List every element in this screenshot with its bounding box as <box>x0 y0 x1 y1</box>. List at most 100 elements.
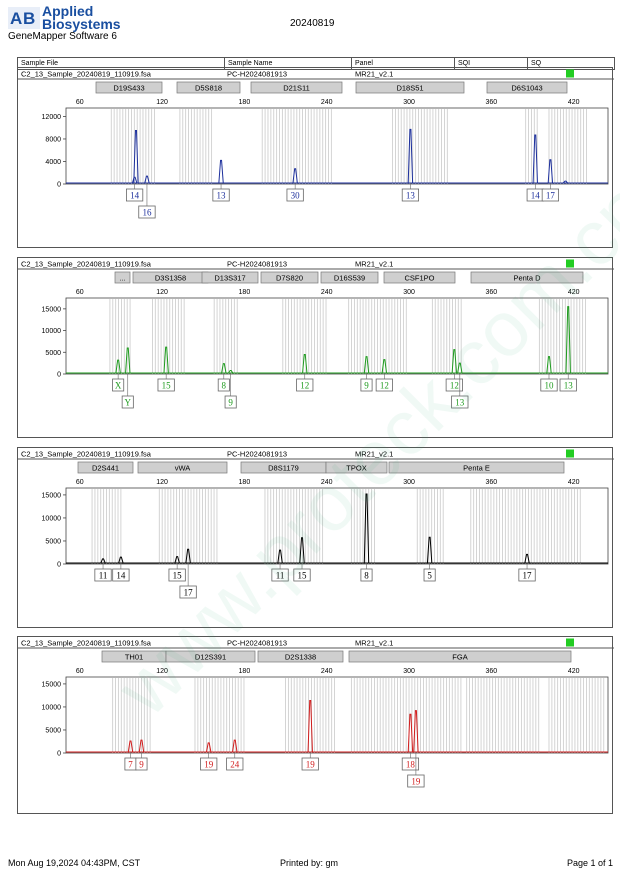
allele-label-box[interactable] <box>286 188 304 202</box>
allele-label[interactable]: 14 <box>116 571 126 581</box>
y-tick-label: 5000 <box>45 538 61 545</box>
allele-label-box[interactable] <box>224 395 237 409</box>
y-tick-label: 15000 <box>42 681 62 688</box>
allele-label-box[interactable] <box>301 757 319 771</box>
sample-name: PC-H2024081913 <box>227 450 287 459</box>
allele-label-box[interactable] <box>540 378 558 392</box>
allele-label-box[interactable] <box>200 757 218 771</box>
allele-label-box[interactable] <box>293 568 311 582</box>
marker-label: D7S820 <box>276 274 303 283</box>
allele-label-box[interactable] <box>423 568 436 582</box>
allele-label[interactable]: 19 <box>204 760 214 770</box>
allele-label[interactable]: 5 <box>427 571 432 581</box>
allele-label-box[interactable] <box>296 378 314 392</box>
allele-label-box[interactable] <box>168 568 186 582</box>
allele-label-box[interactable] <box>94 568 112 582</box>
allele-label[interactable]: 16 <box>142 208 152 218</box>
allele-label[interactable]: 10 <box>544 381 554 391</box>
allele-label[interactable]: 13 <box>455 398 465 408</box>
panel-name: MR21_v2.1 <box>355 639 393 648</box>
allele-label-box[interactable] <box>112 378 125 392</box>
marker-label: Penta E <box>463 464 490 473</box>
allele-label-box[interactable] <box>121 395 134 409</box>
allele-label[interactable]: 13 <box>406 191 416 201</box>
peak <box>115 359 121 374</box>
peak <box>292 168 298 184</box>
allele-label[interactable]: 15 <box>298 571 308 581</box>
allele-label-box[interactable] <box>135 757 148 771</box>
allele-label[interactable]: 8 <box>364 571 369 581</box>
y-tick-label: 15000 <box>42 492 62 499</box>
allele-label-box[interactable] <box>518 568 536 582</box>
allele-label-box[interactable] <box>217 378 230 392</box>
allele-label-box[interactable] <box>445 378 463 392</box>
allele-label[interactable]: 9 <box>364 381 369 391</box>
allele-label-box[interactable] <box>401 188 420 202</box>
allele-label[interactable]: 11 <box>276 571 285 581</box>
allele-label-box[interactable] <box>138 205 156 219</box>
allele-label[interactable]: 9 <box>139 760 144 770</box>
x-tick-label: 240 <box>321 668 333 675</box>
peak <box>407 128 414 184</box>
allele-label[interactable]: 13 <box>217 191 227 201</box>
peak <box>218 159 224 184</box>
x-tick-label: 180 <box>239 99 251 106</box>
allele-label-box[interactable] <box>157 378 175 392</box>
allele-label-box[interactable] <box>375 378 393 392</box>
allele-label-box[interactable] <box>360 568 373 582</box>
allele-label-box[interactable] <box>179 585 197 599</box>
allele-label-box[interactable] <box>360 378 373 392</box>
allele-label[interactable]: 14 <box>531 191 541 201</box>
allele-label-box[interactable] <box>401 757 420 771</box>
allele-label-box[interactable] <box>271 568 289 582</box>
x-tick-label: 60 <box>76 99 84 106</box>
printed-by: Printed by: gm <box>280 858 339 868</box>
allele-label[interactable]: 24 <box>230 760 240 770</box>
allele-label[interactable]: 7 <box>128 760 133 770</box>
allele-label[interactable]: 15 <box>162 381 172 391</box>
y-tick-label: 0 <box>57 182 61 189</box>
allele-label-box[interactable] <box>226 757 244 771</box>
x-tick-label: 60 <box>76 289 84 296</box>
plot-area <box>65 297 609 375</box>
allele-label[interactable]: 12 <box>300 381 309 391</box>
peak <box>413 710 419 753</box>
allele-label[interactable]: 19 <box>306 760 316 770</box>
allele-label-box[interactable] <box>451 395 469 409</box>
marker-bar <box>77 461 134 474</box>
x-tick-label: 300 <box>403 99 415 106</box>
allele-label[interactable]: X <box>115 381 122 391</box>
plot-area <box>65 107 609 185</box>
marker-label: TH01 <box>125 653 143 662</box>
allele-label[interactable]: 12 <box>380 381 389 391</box>
peak <box>221 363 227 374</box>
allele-label-box[interactable] <box>112 568 130 582</box>
allele-label[interactable]: 11 <box>99 571 108 581</box>
allele-label[interactable]: Y <box>124 398 131 408</box>
x-tick-label: 420 <box>568 289 580 296</box>
allele-label-box[interactable] <box>559 378 577 392</box>
allele-label[interactable]: 15 <box>173 571 183 581</box>
x-tick-label: 240 <box>321 99 333 106</box>
allele-label[interactable]: 12 <box>450 381 459 391</box>
x-tick-label: 60 <box>76 668 84 675</box>
allele-label[interactable]: 30 <box>291 191 301 201</box>
allele-label[interactable]: 19 <box>411 777 421 787</box>
y-tick-label: 4000 <box>45 159 61 166</box>
allele-label[interactable]: 17 <box>523 571 533 581</box>
allele-label[interactable]: 18 <box>406 760 416 770</box>
allele-label[interactable]: 17 <box>184 588 194 598</box>
allele-label[interactable]: 17 <box>546 191 556 201</box>
allele-label[interactable]: 9 <box>228 398 233 408</box>
allele-label[interactable]: 14 <box>130 191 140 201</box>
sample-file-name: C2_13_Sample_20240819_110919.fsa <box>21 260 152 269</box>
allele-label[interactable]: 8 <box>222 381 227 391</box>
allele-label-box[interactable] <box>541 188 559 202</box>
allele-label-box[interactable] <box>212 188 230 202</box>
allele-label[interactable]: 13 <box>564 381 574 391</box>
allele-label-box[interactable] <box>407 774 425 788</box>
sample-name: PC-H2024081913 <box>227 260 287 269</box>
col-sq: SQ <box>527 58 614 69</box>
allele-label-box[interactable] <box>126 188 144 202</box>
panel-name: MR21_v2.1 <box>355 70 393 79</box>
